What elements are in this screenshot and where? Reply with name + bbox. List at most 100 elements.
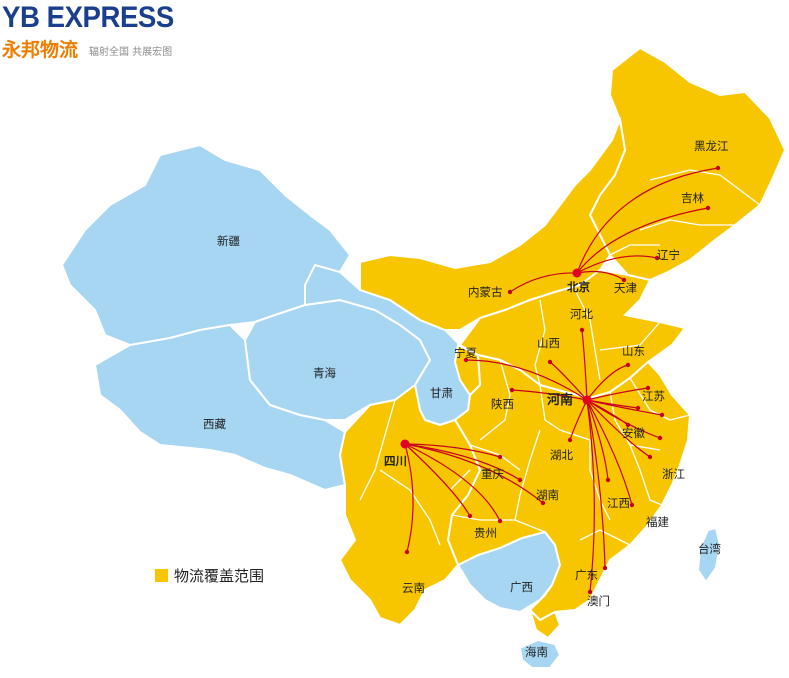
endpoint-guizhou-2 [467, 513, 473, 519]
route-sichuan-guizhou-2 [404, 443, 471, 517]
endpoint-hebei [579, 327, 585, 333]
route-henan-shandong [586, 364, 629, 401]
endpoint-anhui-1 [635, 405, 641, 411]
label-gansu: 甘肃 [430, 386, 453, 400]
brand-logo-en: YB EXPRESS [2, 1, 174, 34]
label-hub-henan: 河南 [547, 392, 573, 408]
endpoint-jiangxi [605, 477, 611, 483]
endpoint-zhejiang-2 [647, 454, 653, 460]
hub-markers [400, 268, 592, 449]
label-shaanxi: 陕西 [491, 397, 514, 411]
endpoint-jiangsu [645, 385, 651, 391]
endpoint-hunan [517, 477, 523, 483]
endpoint-liaoning [654, 255, 660, 261]
route-henan-shaanxi [511, 389, 588, 401]
legend: 物流覆盖范围 [155, 565, 264, 586]
endpoint-macau [587, 589, 593, 595]
label-guangdong: 广东 [575, 568, 598, 582]
label-xizang: 西藏 [203, 417, 226, 431]
label-qinghai: 青海 [313, 366, 336, 380]
endpoint-shaanxi [509, 387, 515, 393]
label-neimenggu: 内蒙古 [468, 285, 503, 299]
route-sichuan-yunnan [404, 443, 414, 553]
label-hainan: 海南 [525, 645, 548, 659]
endpoint-jilin [705, 205, 711, 211]
route-henan-ningxia [465, 359, 588, 401]
province-boundaries [359, 169, 761, 546]
legend-swatch [155, 569, 168, 582]
label-shandong: 山东 [622, 344, 645, 358]
route-henan-guangdong [586, 399, 606, 569]
label-macau: 澳门 [587, 594, 610, 608]
route-beijing-tianjin [576, 270, 625, 281]
brand-logo-cn: 永邦物流 [2, 39, 79, 61]
routes [404, 167, 719, 593]
label-jiangsu: 江苏 [642, 389, 665, 403]
legend-label: 物流覆盖范围 [174, 567, 265, 585]
endpoint-ningxia [463, 357, 469, 363]
label-shanxi: 山西 [537, 336, 560, 350]
route-henan-hubei [569, 399, 588, 441]
region-taiwan [696, 526, 722, 584]
endpoint-hunan-2 [540, 500, 546, 506]
label-heilongjiang: 黑龙江 [694, 139, 729, 153]
label-fujian: 福建 [646, 515, 669, 529]
route-henan-zhejiang-2 [586, 399, 651, 458]
endpoint-heilongjiang [715, 165, 721, 171]
label-xinjiang: 新疆 [217, 234, 240, 248]
label-hunan: 湖南 [536, 488, 559, 502]
endpoint-neimenggu [507, 289, 513, 295]
label-zhejiang: 浙江 [662, 467, 685, 481]
route-henan-hebei [581, 329, 588, 401]
label-yunnan: 云南 [402, 581, 425, 595]
route-beijing-jilin [576, 207, 709, 274]
label-jilin: 吉林 [681, 191, 704, 205]
endpoint-anhui-3 [625, 422, 631, 428]
endpoint-zhejiang [657, 435, 663, 441]
region-neimenggu [359, 116, 627, 331]
region-ningxia [453, 343, 482, 397]
label-ningxia: 宁夏 [454, 346, 477, 360]
label-chongqing: 重庆 [481, 467, 504, 481]
endpoint-chongqing [497, 454, 503, 460]
endpoint-shanxi [547, 359, 553, 365]
label-taiwan: 台湾 [698, 542, 721, 556]
endpoint-hubei [567, 437, 573, 443]
region-south-tip [529, 609, 562, 640]
route-endpoints [404, 165, 721, 595]
endpoint-shandong [625, 362, 631, 368]
route-henan-shanxi [549, 361, 588, 401]
endpoint-guizhou [497, 518, 503, 524]
route-henan-anhui-2 [586, 399, 663, 416]
hub-sichuan-marker [400, 439, 410, 449]
endpoint-anhui-2 [659, 412, 665, 418]
route-henan-macau [586, 399, 595, 593]
endpoint-fujian [629, 502, 635, 508]
hub-beijing-marker [572, 268, 582, 278]
label-hubei: 湖北 [550, 448, 573, 462]
label-jiangxi: 江西 [607, 496, 630, 510]
region-southwest [338, 383, 482, 627]
endpoint-tianjin [621, 277, 627, 283]
route-beijing-liaoning [576, 255, 658, 274]
label-guangxi: 广西 [510, 580, 533, 594]
region-labels: 黑龙江 吉林 辽宁 天津 内蒙古 北京 河北 山西 山东 宁夏 甘肃 陕西 河南… [203, 139, 729, 659]
label-tianjin: 天津 [614, 281, 637, 295]
route-beijing-heilongjiang [576, 167, 719, 274]
route-henan-jiangxi [586, 399, 609, 481]
label-hub-sichuan: 四川 [384, 454, 407, 468]
route-sichuan-hunan [404, 443, 521, 481]
region-hainan [518, 638, 562, 669]
label-liaoning: 辽宁 [657, 248, 680, 262]
route-sichuan-chongqing [404, 443, 501, 458]
label-anhui: 安徽 [622, 426, 645, 440]
endpoint-yunnan [404, 549, 410, 555]
route-henan-zhejiang [586, 399, 661, 439]
label-guizhou: 贵州 [474, 526, 497, 540]
endpoint-guangdong [602, 565, 608, 571]
label-hub-beijing: 北京 [567, 280, 590, 294]
route-henan-fujian [586, 399, 633, 506]
label-hebei: 河北 [570, 307, 593, 321]
